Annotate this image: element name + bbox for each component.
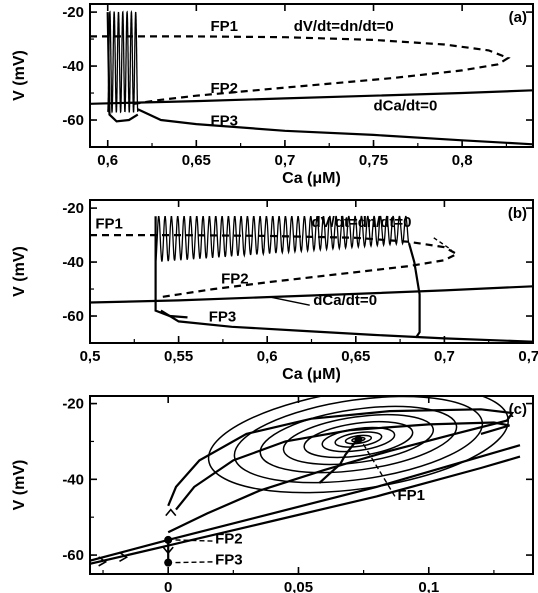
y-tick-label: -20 (62, 200, 84, 217)
x-tick-label: 0,6 (257, 348, 278, 365)
fixed-point-marker (164, 558, 173, 567)
annotation-label: dV/dt=dn/dt=0 (294, 18, 394, 35)
annotation-label: FP2 (215, 531, 243, 548)
series-solid-curve (90, 285, 533, 304)
x-tick-label: 0,1 (418, 579, 439, 593)
y-tick-label: -60 (62, 112, 84, 129)
limit-cycle (167, 408, 515, 534)
x-axis-label: Ca (μM) (282, 366, 341, 383)
x-tick-label: 0,75 (518, 348, 538, 365)
x-tick-label: 0,6 (97, 152, 118, 169)
plot-frame (89, 395, 534, 575)
panel-a: 0,6 0,65 0,7 0,75 0,8 -20 -40 -60 Ca (μM) V (mV) (… (11, 3, 534, 187)
x-tick-label: 0,8 (452, 152, 473, 169)
trajectory-jump (407, 242, 421, 339)
annotation-pointer (173, 561, 213, 564)
x-tick-label: 0,65 (182, 152, 211, 169)
spiral-loop (303, 420, 414, 459)
panel-tag: (a) (509, 9, 527, 26)
series-dashed-curve (90, 234, 460, 299)
annotation-pointer (173, 539, 213, 542)
panel-tag: (c) (509, 401, 527, 418)
x-tick-label: 0,75 (359, 152, 388, 169)
arrow-head (119, 551, 128, 563)
series-dashed-curve (90, 35, 511, 105)
spiral-loop (282, 413, 435, 466)
trajectory-return (154, 216, 188, 319)
y-tick-label: -40 (62, 254, 84, 271)
y-tick-label: -40 (62, 58, 84, 75)
y-axis-label: V (mV) (11, 246, 28, 297)
annotation-label: dV/dt=dn/dt=0 (312, 214, 412, 231)
y-tick-label: -40 (62, 471, 84, 488)
arrow-head (165, 508, 177, 517)
annotation-label: FP2 (210, 80, 238, 97)
series-oscillation (107, 10, 139, 114)
x-tick-label: 0,7 (274, 152, 295, 169)
x-tick-label: 0,5 (80, 348, 101, 365)
trajectory-return (106, 12, 139, 123)
annotation-label: FP1 (397, 487, 425, 504)
plot-area (90, 10, 533, 146)
nullcline-upper (90, 444, 521, 562)
x-tick-label: 0,7 (434, 348, 455, 365)
fixed-point-marker (164, 535, 173, 544)
trajectory-to-fp1 (318, 440, 357, 484)
spiral-loop (259, 405, 458, 474)
panel-b: 0,5 0,55 0,6 0,65 0,7 0,75 -20 -40 -60 Ca (μM) V (… (11, 199, 538, 383)
annotation-pointer (433, 237, 452, 251)
annotation-label: FP3 (210, 112, 238, 129)
x-tick-label: 0,65 (341, 348, 370, 365)
arrow-head (98, 556, 108, 567)
annotation-label: FP2 (221, 271, 249, 288)
x-tick-label: 0,55 (164, 348, 193, 365)
arrow-head (162, 546, 174, 555)
nullcline-lower (90, 455, 521, 565)
annotation-label: FP1 (95, 215, 123, 232)
plot-area (90, 215, 533, 343)
x-tick-label: 0 (164, 579, 172, 593)
series-oscillation (154, 215, 410, 263)
y-axis-label: V (mV) (11, 50, 28, 101)
annotation-label: dCa/dt=0 (313, 292, 377, 309)
y-tick-label: -60 (62, 308, 84, 325)
x-tick-label: 0,05 (284, 579, 313, 593)
panel-tag: (b) (508, 205, 527, 222)
trajectory (175, 421, 510, 511)
annotation-label: FP3 (209, 308, 237, 325)
annotation-label: FP1 (210, 18, 238, 35)
y-tick-label: -60 (62, 547, 84, 564)
x-axis-label: Ca (μM) (282, 170, 341, 187)
y-tick-label: -20 (62, 396, 84, 413)
annotation-pointer (361, 442, 396, 497)
spiral-loop (334, 431, 383, 448)
y-axis-label: V (mV) (11, 460, 28, 511)
annotation-label: dCa/dt=0 (374, 98, 438, 115)
series-solid-curve (137, 108, 533, 146)
annotation-pointer (270, 296, 310, 306)
plot-area (90, 396, 521, 567)
y-tick-label: -20 (62, 4, 84, 21)
plot-frame (89, 3, 534, 148)
fixed-point-marker (354, 435, 363, 444)
annotation-label: FP3 (215, 552, 243, 569)
series-solid-curve (90, 89, 533, 105)
